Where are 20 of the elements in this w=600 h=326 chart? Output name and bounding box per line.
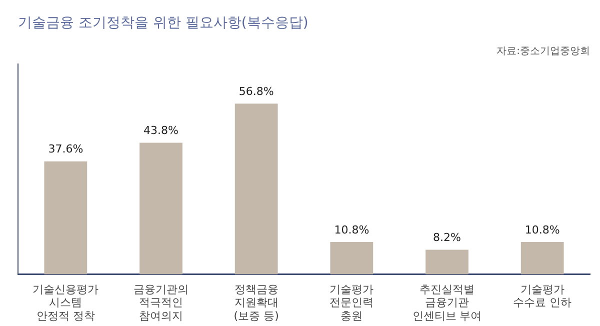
text: 자료:중소기업중앙회 bbox=[496, 45, 590, 58]
bar bbox=[234, 104, 278, 274]
x-tick-label: 기술평가 전문인력 충원 bbox=[330, 282, 374, 322]
data-label: 43.8% bbox=[144, 124, 178, 138]
chart-title: 기술금융 조기정착을 위한 필요사항(복수응답) bbox=[18, 14, 308, 32]
x-tick-label: 기술평가 수수료 인하 bbox=[513, 282, 572, 310]
data-label: 37.6% bbox=[48, 142, 84, 156]
bar bbox=[330, 242, 374, 274]
bar bbox=[140, 142, 182, 274]
bar bbox=[426, 250, 468, 274]
bar bbox=[520, 242, 564, 274]
x-tick-label: 금융기관의 적극적인 참여의지 bbox=[134, 282, 188, 322]
data-label: 10.8% bbox=[524, 223, 560, 236]
x-tick-label: 정책금융 지원확대 (보증 등) bbox=[234, 282, 279, 322]
data-label: 10.8% bbox=[334, 223, 370, 236]
x-tick-label: 추진실적별 금융기관 인센티브 부여 bbox=[412, 282, 482, 322]
data-label: 8.2% bbox=[433, 231, 461, 244]
bar bbox=[44, 161, 88, 274]
data-label: 56.8% bbox=[238, 85, 274, 98]
x-tick-label: 기술신용평가 시스템 안정적 정착 bbox=[32, 282, 99, 322]
